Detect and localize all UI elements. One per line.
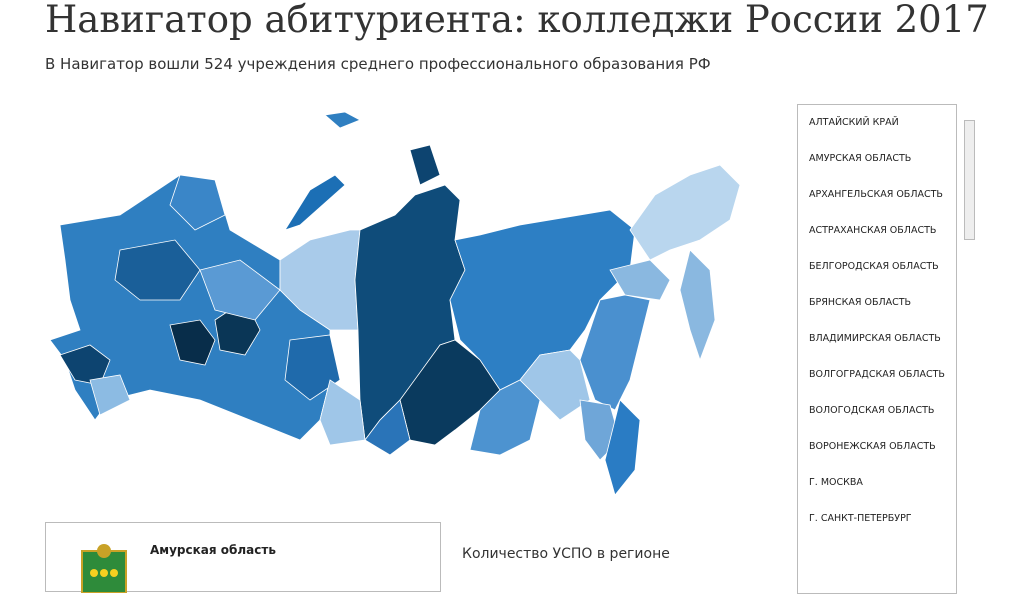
region[interactable] (284, 334, 341, 401)
region-list-item[interactable]: БРЯНСКАЯ ОБЛАСТЬ (809, 297, 912, 308)
region[interactable] (284, 174, 346, 231)
region-list-items: АЛТАЙСКИЙ КРАЙ АМУРСКАЯ ОБЛАСТЬ АРХАНГЕЛЬС… (798, 105, 956, 545)
stat-label: Количество УСПО в регионе (462, 546, 670, 562)
region-list-item[interactable]: АЛТАЙСКИЙ КРАЙ (809, 117, 899, 128)
region-card: Амурская область (45, 522, 441, 593)
region-emblem (81, 544, 127, 593)
region-list-item[interactable]: АМУРСКАЯ ОБЛАСТЬ (809, 153, 912, 164)
region[interactable] (324, 111, 361, 129)
region[interactable] (49, 174, 331, 441)
region[interactable] (604, 399, 641, 496)
page-title: Навигатор абитуриента: колледжи России 2… (45, 0, 989, 41)
region[interactable] (679, 249, 716, 362)
region[interactable] (629, 164, 741, 261)
region[interactable] (609, 259, 671, 301)
region[interactable] (169, 174, 226, 231)
region-list[interactable]: АЛТАЙСКИЙ КРАЙ АМУРСКАЯ ОБЛАСТЬ АРХАНГЕЛЬС… (797, 104, 957, 594)
region[interactable] (169, 319, 216, 366)
region[interactable] (409, 144, 441, 186)
region-list-item[interactable]: ВЛАДИМИРСКАЯ ОБЛАСТЬ (809, 333, 941, 344)
region-list-item[interactable]: АРХАНГЕЛЬСКАЯ ОБЛАСТЬ (809, 189, 943, 200)
region-list-item[interactable]: ВОЛОГОДСКАЯ ОБЛАСТЬ (809, 405, 935, 416)
region[interactable] (519, 349, 591, 421)
region[interactable] (199, 259, 281, 321)
region[interactable] (469, 379, 541, 456)
region-list-item[interactable]: БЕЛГОРОДСКАЯ ОБЛАСТЬ (809, 261, 939, 272)
region-list-item[interactable]: ВОРОНЕЖСКАЯ ОБЛАСТЬ (809, 441, 936, 452)
region-list-item[interactable]: Г. МОСКВА (809, 477, 863, 488)
region[interactable] (89, 374, 131, 416)
region[interactable] (579, 294, 651, 411)
region-list-item[interactable]: АСТРАХАНСКАЯ ОБЛАСТЬ (809, 225, 937, 236)
region[interactable] (449, 209, 636, 391)
page-subtitle: В Навигатор вошли 524 учреждения среднег… (45, 55, 711, 73)
scrollbar[interactable] (964, 120, 975, 240)
region[interactable] (319, 379, 366, 446)
region-name: Амурская область (150, 543, 276, 557)
region-list-item[interactable]: Г. САНКТ-ПЕТЕРБУРГ (809, 513, 912, 524)
region[interactable] (59, 344, 111, 386)
page: {"header": {"title": "Навигатор абитурие… (0, 0, 989, 594)
region-list-item[interactable]: ВОЛГОГРАДСКАЯ ОБЛАСТЬ (809, 369, 945, 380)
region[interactable] (364, 399, 411, 456)
region[interactable] (114, 239, 201, 301)
russia-map[interactable] (0, 100, 790, 505)
